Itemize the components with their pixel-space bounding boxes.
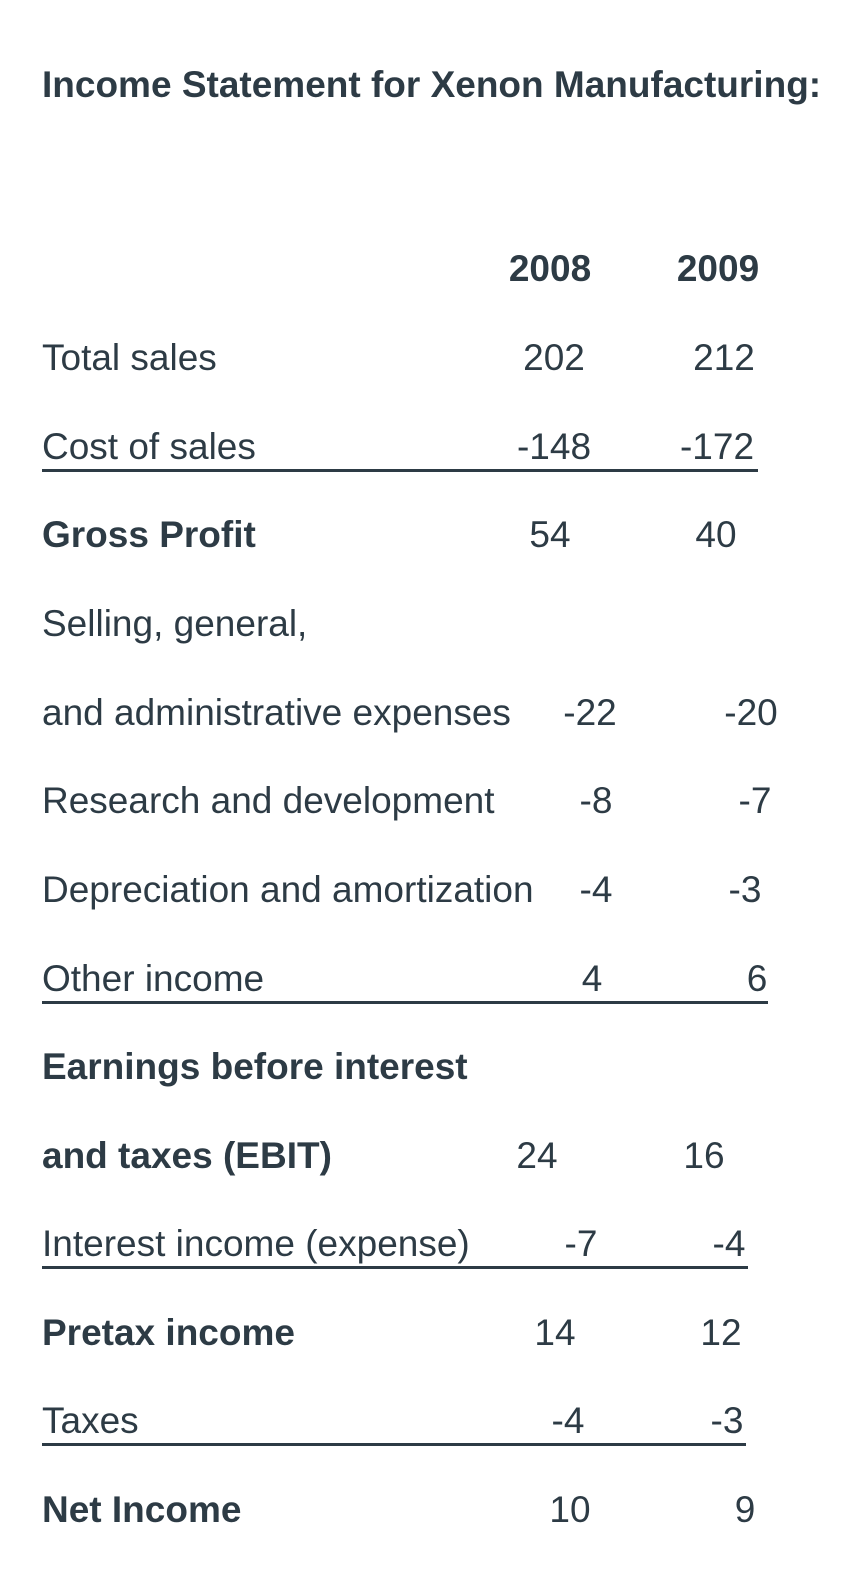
- value-2008: -4: [551, 1400, 585, 1441]
- value-2008: -7: [564, 1223, 598, 1264]
- table-row: Selling, general,: [0, 595, 854, 655]
- value-2009: 12: [700, 1312, 742, 1353]
- value-2009: -172: [679, 426, 755, 467]
- value-2009: -3: [710, 1400, 744, 1441]
- row-label: Pretax income: [42, 1312, 295, 1353]
- table-row: Depreciation and amortization -4 -3: [0, 861, 854, 921]
- value-2009: 212: [693, 337, 755, 378]
- year-2009-header: 2009: [676, 248, 760, 289]
- subtotal-underline: [42, 469, 758, 472]
- table-row: Gross Profit 54 40: [0, 506, 854, 566]
- value-2009: 16: [683, 1135, 725, 1176]
- value-2008: 4: [581, 958, 603, 999]
- value-2008: -148: [516, 426, 592, 467]
- table-row: Taxes -4 -3: [0, 1392, 854, 1452]
- value-2009: 40: [695, 514, 737, 555]
- value-2008: 14: [534, 1312, 576, 1353]
- table-row: Interest income (expense) -7 -4: [0, 1215, 854, 1275]
- header-row: 2008 2009: [0, 240, 854, 300]
- row-label: and administrative expenses: [42, 692, 511, 733]
- value-2008: -8: [579, 780, 613, 821]
- row-label: Net Income: [42, 1489, 242, 1530]
- row-label: Cost of sales: [42, 426, 256, 467]
- table-row: Total sales 202 212: [0, 329, 854, 389]
- table-row: Other income 4 6: [0, 950, 854, 1010]
- table-row: and administrative expenses -22 -20: [0, 684, 854, 744]
- table-row: Net Income 10 9: [0, 1481, 854, 1541]
- value-2009: 9: [734, 1489, 756, 1530]
- row-label: Total sales: [42, 337, 217, 378]
- value-2009: -7: [738, 780, 772, 821]
- value-2009: -3: [728, 869, 762, 910]
- value-2009: -20: [724, 692, 778, 733]
- value-2008: -4: [579, 869, 613, 910]
- table-row: and taxes (EBIT) 24 16: [0, 1127, 854, 1187]
- subtotal-underline: [42, 1443, 746, 1446]
- row-label: Research and development: [42, 780, 495, 821]
- value-2008: 54: [529, 514, 571, 555]
- value-2008: 10: [549, 1489, 591, 1530]
- row-label: and taxes (EBIT): [42, 1135, 332, 1176]
- value-2009: -4: [712, 1223, 746, 1264]
- row-label: Selling, general,: [42, 603, 308, 644]
- row-label: Other income: [42, 958, 265, 999]
- row-label: Taxes: [42, 1400, 139, 1441]
- value-2008: -22: [563, 692, 617, 733]
- table-row: Earnings before interest: [0, 1038, 854, 1098]
- row-label: Interest income (expense): [42, 1223, 470, 1264]
- year-2008-header: 2008: [508, 248, 592, 289]
- row-label: Depreciation and amortization: [42, 869, 534, 910]
- value-2008: 24: [516, 1135, 558, 1176]
- table-row: Cost of sales -148 -172: [0, 418, 854, 478]
- subtotal-underline: [42, 1266, 748, 1269]
- value-2009: 6: [746, 958, 768, 999]
- page-title: Income Statement for Xenon Manufacturing…: [42, 64, 822, 105]
- table-row: Pretax income 14 12: [0, 1304, 854, 1364]
- row-label: Earnings before interest: [42, 1046, 468, 1087]
- value-2008: 202: [523, 337, 585, 378]
- subtotal-underline: [42, 1001, 768, 1004]
- row-label: Gross Profit: [42, 514, 256, 555]
- table-row: Research and development -8 -7: [0, 772, 854, 832]
